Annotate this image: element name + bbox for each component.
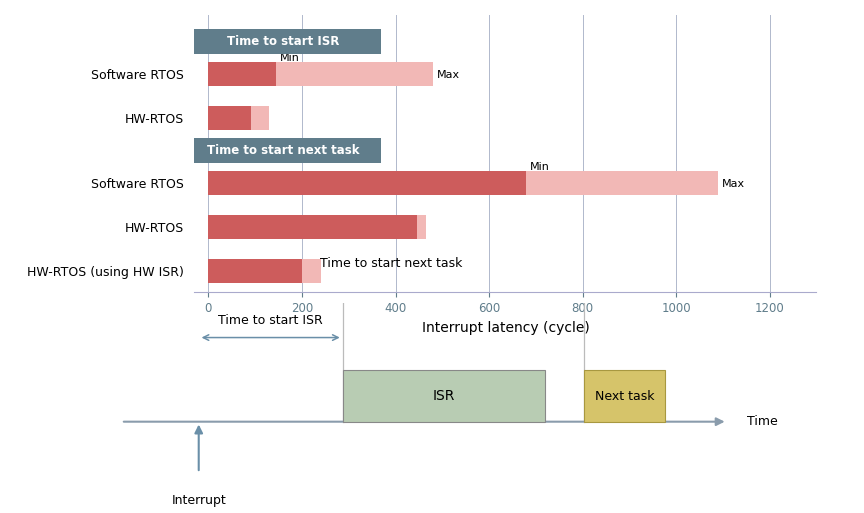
Bar: [208, 62, 276, 86]
Bar: [584, 370, 665, 422]
Text: ISR: ISR: [433, 389, 454, 403]
Text: Max: Max: [722, 179, 745, 189]
Text: Time: Time: [746, 415, 778, 428]
Text: Next task: Next task: [594, 389, 654, 403]
Text: Time to start ISR: Time to start ISR: [227, 35, 340, 48]
FancyBboxPatch shape: [194, 29, 382, 54]
Bar: [208, 171, 526, 195]
Bar: [208, 106, 270, 130]
Bar: [208, 215, 426, 239]
Bar: [208, 171, 718, 195]
FancyBboxPatch shape: [194, 139, 382, 163]
X-axis label: Interrupt latency (cycle): Interrupt latency (cycle): [422, 321, 589, 334]
Bar: [208, 259, 302, 283]
Text: Min: Min: [530, 162, 550, 172]
Text: Min: Min: [280, 53, 300, 63]
Bar: [208, 215, 416, 239]
Bar: [208, 62, 433, 86]
Text: Time to start next task: Time to start next task: [320, 257, 462, 270]
Bar: [208, 259, 321, 283]
Bar: [208, 106, 251, 130]
Text: Time to start next task: Time to start next task: [207, 144, 359, 157]
Text: Interrupt: Interrupt: [171, 494, 226, 506]
Bar: [342, 370, 545, 422]
Text: Time to start ISR: Time to start ISR: [219, 314, 323, 327]
Text: Max: Max: [436, 70, 460, 80]
